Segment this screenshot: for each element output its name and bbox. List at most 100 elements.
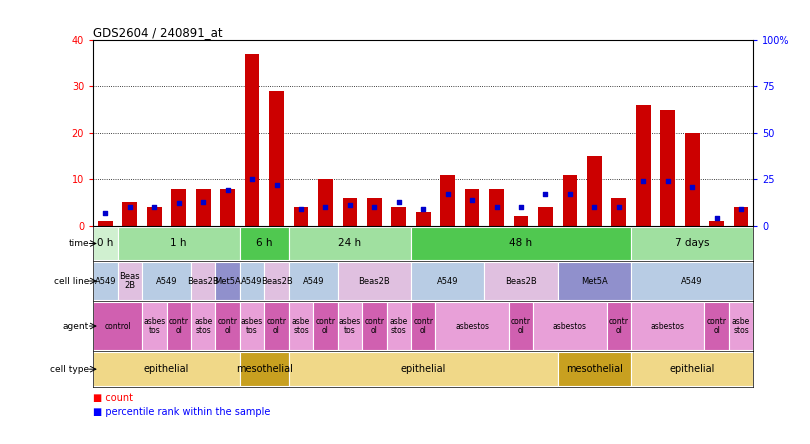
Point	[588, 203, 601, 210]
Text: contr
ol: contr ol	[364, 317, 384, 335]
Text: Beas
2B: Beas 2B	[120, 272, 140, 289]
Text: Beas2B: Beas2B	[505, 277, 537, 285]
Bar	[215, 262, 240, 300]
Bar	[142, 302, 167, 350]
Bar	[734, 207, 748, 226]
Bar	[338, 262, 411, 300]
Text: Met5A: Met5A	[215, 277, 241, 285]
Point	[637, 178, 650, 185]
Text: GDS2604 / 240891_at: GDS2604 / 240891_at	[93, 26, 223, 39]
Text: contr
ol: contr ol	[218, 317, 237, 335]
Text: A549: A549	[681, 277, 703, 285]
Text: asbes
tos: asbes tos	[241, 317, 263, 335]
Bar	[386, 302, 411, 350]
Bar	[489, 189, 504, 226]
Text: 1 h: 1 h	[170, 238, 187, 249]
Point	[319, 203, 332, 210]
Text: asbe
stos: asbe stos	[292, 317, 310, 335]
Text: asbe
stos: asbe stos	[390, 317, 408, 335]
Bar	[441, 174, 455, 226]
Bar	[117, 262, 142, 300]
Bar	[240, 353, 288, 386]
Bar	[612, 198, 626, 226]
Bar	[288, 302, 313, 350]
Text: ■ count: ■ count	[93, 393, 133, 403]
Point	[416, 206, 429, 213]
Point	[123, 203, 136, 210]
Bar	[240, 262, 264, 300]
Bar	[215, 302, 240, 350]
Text: contr
ol: contr ol	[609, 317, 629, 335]
Text: asbestos: asbestos	[553, 321, 587, 330]
Text: 7 days: 7 days	[675, 238, 710, 249]
Text: 6 h: 6 h	[256, 238, 272, 249]
Point	[539, 190, 552, 198]
Bar	[240, 302, 264, 350]
Text: Beas2B: Beas2B	[261, 277, 292, 285]
Bar	[484, 262, 558, 300]
Bar	[391, 207, 406, 226]
Point	[441, 190, 454, 198]
Bar	[509, 302, 533, 350]
Bar	[122, 202, 137, 226]
Bar	[558, 353, 631, 386]
Text: A549: A549	[156, 277, 177, 285]
Text: asbestos: asbestos	[455, 321, 489, 330]
Text: A549: A549	[302, 277, 324, 285]
Bar	[264, 262, 288, 300]
Bar	[631, 262, 753, 300]
Text: asbestos: asbestos	[650, 321, 684, 330]
Text: asbe
stos: asbe stos	[732, 317, 750, 335]
Bar	[93, 227, 117, 260]
Bar	[705, 302, 729, 350]
Text: 0 h: 0 h	[97, 238, 113, 249]
Text: mesothelial: mesothelial	[566, 364, 623, 374]
Bar	[318, 179, 333, 226]
Bar	[558, 262, 631, 300]
Point	[735, 206, 748, 213]
Text: control: control	[104, 321, 131, 330]
Bar	[563, 174, 578, 226]
Bar	[338, 302, 362, 350]
Bar	[191, 262, 215, 300]
Point	[466, 196, 479, 203]
Bar	[631, 227, 753, 260]
Text: Beas2B: Beas2B	[359, 277, 390, 285]
Text: mesothelial: mesothelial	[236, 364, 292, 374]
Text: asbes
tos: asbes tos	[339, 317, 361, 335]
Bar	[636, 105, 650, 226]
Bar	[411, 262, 484, 300]
Bar	[587, 156, 602, 226]
Bar	[167, 302, 191, 350]
Bar	[465, 189, 480, 226]
Text: contr
ol: contr ol	[511, 317, 531, 335]
Bar	[147, 207, 162, 226]
Text: contr
ol: contr ol	[315, 317, 335, 335]
Point	[710, 215, 723, 222]
Text: A549: A549	[437, 277, 458, 285]
Point	[612, 203, 625, 210]
Point	[368, 203, 381, 210]
Bar	[631, 302, 705, 350]
Bar	[240, 227, 288, 260]
Point	[245, 176, 258, 183]
Bar	[172, 189, 186, 226]
Bar	[220, 189, 235, 226]
Bar	[416, 212, 431, 226]
Bar	[436, 302, 509, 350]
Text: asbe
stos: asbe stos	[194, 317, 212, 335]
Bar	[710, 221, 724, 226]
Text: contr
ol: contr ol	[706, 317, 727, 335]
Bar	[269, 91, 284, 226]
Text: cell type: cell type	[50, 365, 89, 374]
Bar	[684, 133, 700, 226]
Bar	[117, 227, 240, 260]
Text: cell line: cell line	[53, 277, 89, 285]
Bar	[313, 302, 338, 350]
Text: contr
ol: contr ol	[266, 317, 287, 335]
Point	[173, 200, 185, 207]
Text: epithelial: epithelial	[670, 364, 715, 374]
Bar	[245, 54, 259, 226]
Bar	[98, 221, 113, 226]
Bar	[294, 207, 309, 226]
